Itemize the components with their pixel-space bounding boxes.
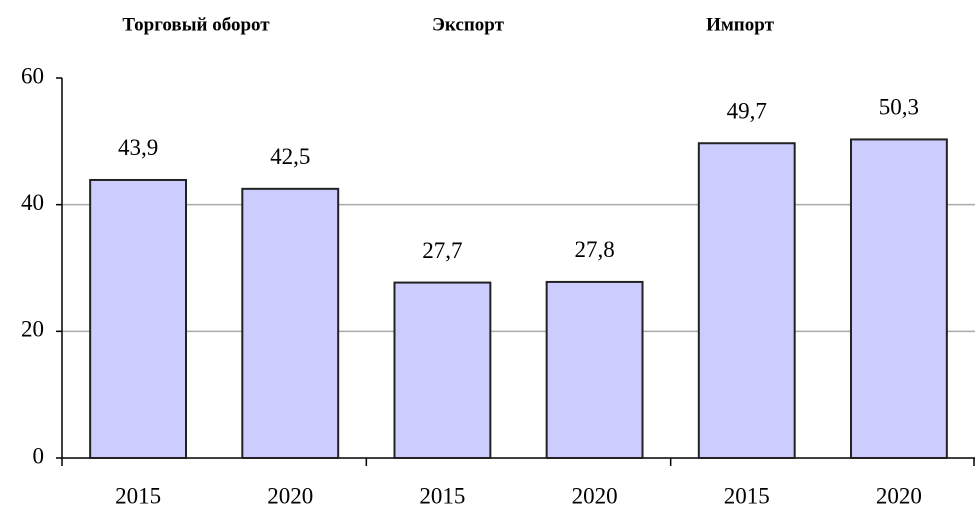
x-tick-label: 2020 — [876, 483, 922, 508]
value-label: 27,7 — [422, 238, 462, 263]
y-tick-label: 60 — [21, 63, 44, 88]
value-label: 27,8 — [574, 237, 614, 262]
bar — [89, 178, 188, 459]
y-tick-label: 0 — [33, 443, 45, 468]
group-label: Экспорт — [432, 14, 505, 35]
y-tick-label: 40 — [21, 190, 44, 215]
x-tick-label: 2015 — [419, 483, 465, 508]
bar — [849, 138, 948, 460]
bar — [393, 281, 492, 460]
bar — [545, 280, 644, 459]
value-label: 50,3 — [879, 95, 919, 120]
x-tick-label: 2015 — [115, 483, 161, 508]
bar — [697, 142, 796, 459]
group-label: Импорт — [706, 14, 774, 35]
bar — [241, 187, 340, 459]
group-label: Торговый оборот — [122, 14, 270, 35]
x-tick-label: 2015 — [724, 483, 770, 508]
y-tick-label: 20 — [21, 317, 44, 342]
value-label: 42,5 — [270, 144, 310, 169]
x-tick-label: 2020 — [267, 483, 313, 508]
value-label: 49,7 — [727, 99, 767, 124]
x-tick-label: 2020 — [572, 483, 618, 508]
value-label: 43,9 — [118, 135, 158, 160]
